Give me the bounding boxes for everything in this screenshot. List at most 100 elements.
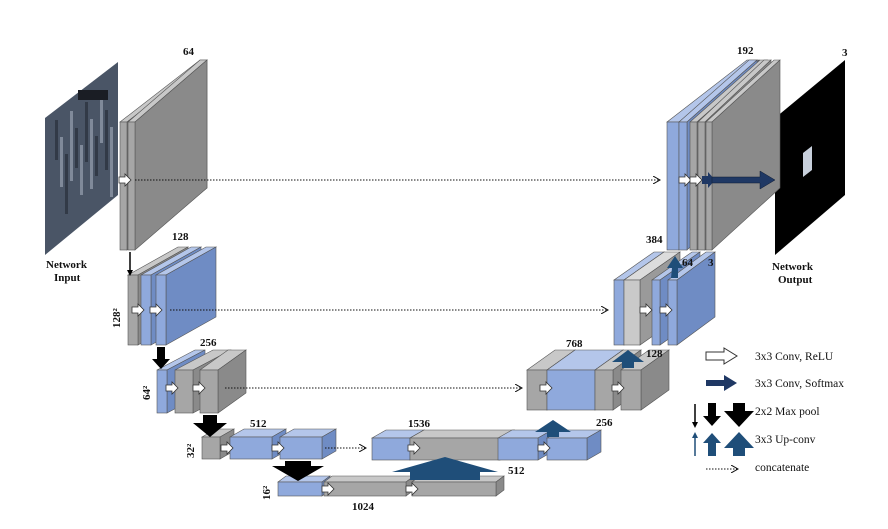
input-image-detail xyxy=(75,128,78,168)
up-conv-arrow-icon xyxy=(535,420,571,437)
label-l4-size: 32² xyxy=(185,443,197,458)
block-dec2-d xyxy=(667,251,716,346)
block-front-face xyxy=(201,436,221,460)
max-pool-arrow-icon xyxy=(127,270,133,276)
block-enc3-c xyxy=(199,349,247,414)
conv-relu-arrow-icon xyxy=(407,441,421,455)
max-pool-arrow-icon xyxy=(152,347,170,369)
block-front-face xyxy=(546,437,588,461)
conv-relu-arrow-icon xyxy=(539,381,553,395)
block-front-face xyxy=(279,436,323,460)
label-d3-out: 256 xyxy=(596,417,613,429)
label-l3-size: 64² xyxy=(141,385,153,400)
conv-relu-arrow-icon xyxy=(611,381,625,395)
block-enc1-b xyxy=(127,59,208,251)
block-front-face xyxy=(651,279,661,346)
conv-relu-arrow-icon xyxy=(689,173,703,187)
conv-relu-arrow-icon xyxy=(149,303,163,317)
legend-label: concatenate xyxy=(755,462,809,474)
conv-relu-arrow-icon xyxy=(271,441,285,455)
block-enc4-b xyxy=(228,428,288,460)
legend-label: 3x3 Conv, Softmax xyxy=(755,378,844,390)
block-top-face xyxy=(408,429,516,439)
input-image-detail xyxy=(78,90,108,100)
network-input-image xyxy=(45,62,118,255)
block-front-face xyxy=(623,279,641,346)
max-pool-arrow-icon xyxy=(193,415,227,437)
block-front-face xyxy=(666,121,680,251)
legend: 3x3 Conv, ReLU 3x3 Conv, Softmax 2x2 Max… xyxy=(692,347,844,474)
black-down-arrow-icon xyxy=(692,403,754,428)
conv-relu-arrow-icon xyxy=(165,381,179,395)
up-conv-arrow-icon xyxy=(667,256,683,278)
input-image-detail xyxy=(110,127,113,197)
block-front-face xyxy=(497,437,539,461)
network-output-label-1: Network xyxy=(772,261,814,273)
label-l2-size: 128² xyxy=(111,308,123,329)
block-front-face xyxy=(697,121,706,251)
conv-softmax-arrow-icon xyxy=(711,170,776,190)
block-front-face xyxy=(127,121,136,251)
white-arrow-icon xyxy=(705,347,738,365)
block-front-face xyxy=(411,481,497,497)
conv-relu-arrow-icon xyxy=(118,173,132,187)
block-front-face xyxy=(229,436,273,460)
block-front-face xyxy=(174,369,194,414)
block-enc4-c xyxy=(278,428,338,460)
label-l1-channels: 64 xyxy=(183,46,195,58)
block-front-face xyxy=(371,437,411,461)
input-image-detail xyxy=(85,102,88,162)
block-front-face xyxy=(277,481,323,497)
network-input-label-2: Input xyxy=(54,272,81,284)
up-conv-arrow-icon xyxy=(392,457,498,480)
block-front-face xyxy=(409,437,501,461)
conv-relu-arrow-icon xyxy=(537,441,551,455)
input-image-detail xyxy=(90,119,93,189)
block-front-face xyxy=(594,369,614,411)
up-conv-arrow-icon xyxy=(612,350,644,368)
label-output-channels: 3 xyxy=(842,47,848,59)
conv-relu-arrow-icon xyxy=(192,381,206,395)
block-front-face xyxy=(678,121,688,251)
label-d4-up: 512 xyxy=(508,465,525,477)
conv-relu-arrow-icon xyxy=(678,173,692,187)
legend-label: 2x2 Max pool xyxy=(755,406,820,418)
label-d3-up: 128 xyxy=(646,348,663,360)
block-top-face xyxy=(323,475,415,483)
block-front-face xyxy=(323,481,407,497)
max-pool-arrow-icon xyxy=(272,461,324,481)
conv-relu-arrow-icon xyxy=(220,441,234,455)
input-image-detail xyxy=(100,93,103,143)
block-front-face xyxy=(620,369,642,411)
label-d1-concat: 192 xyxy=(737,45,754,57)
block-bott-b xyxy=(323,475,415,497)
block-front-face xyxy=(546,369,596,411)
block-front-face xyxy=(199,369,219,414)
network-output-label-2: Output xyxy=(778,274,813,286)
conv-relu-arrow-icon xyxy=(321,482,335,496)
label-d2-out-a: 64 xyxy=(682,257,694,269)
output-segment xyxy=(803,146,812,177)
block-front-face xyxy=(689,121,698,251)
label-l2-channels: 128 xyxy=(172,231,189,243)
conv-relu-arrow-icon xyxy=(131,303,145,317)
label-l5-channels: 1024 xyxy=(352,501,375,513)
label-l3-channels: 256 xyxy=(200,337,217,349)
input-image-detail xyxy=(55,120,58,160)
label-d3-concat: 768 xyxy=(566,338,583,350)
blue-up-arrow-icon xyxy=(692,432,754,456)
input-image-detail xyxy=(95,136,98,176)
conv-relu-arrow-icon xyxy=(639,303,653,317)
label-d2-out-b: 3 xyxy=(708,257,714,269)
conv-relu-arrow-icon xyxy=(405,482,419,496)
label-l4-channels: 512 xyxy=(250,418,267,430)
input-image-detail xyxy=(60,137,63,187)
block-front-face xyxy=(119,121,128,251)
conv-relu-arrow-icon xyxy=(659,303,673,317)
input-image-detail xyxy=(70,111,73,181)
block-bott-c xyxy=(411,475,505,497)
conv-softmax-arrow-icon xyxy=(702,172,715,188)
block-front-face xyxy=(613,279,625,346)
